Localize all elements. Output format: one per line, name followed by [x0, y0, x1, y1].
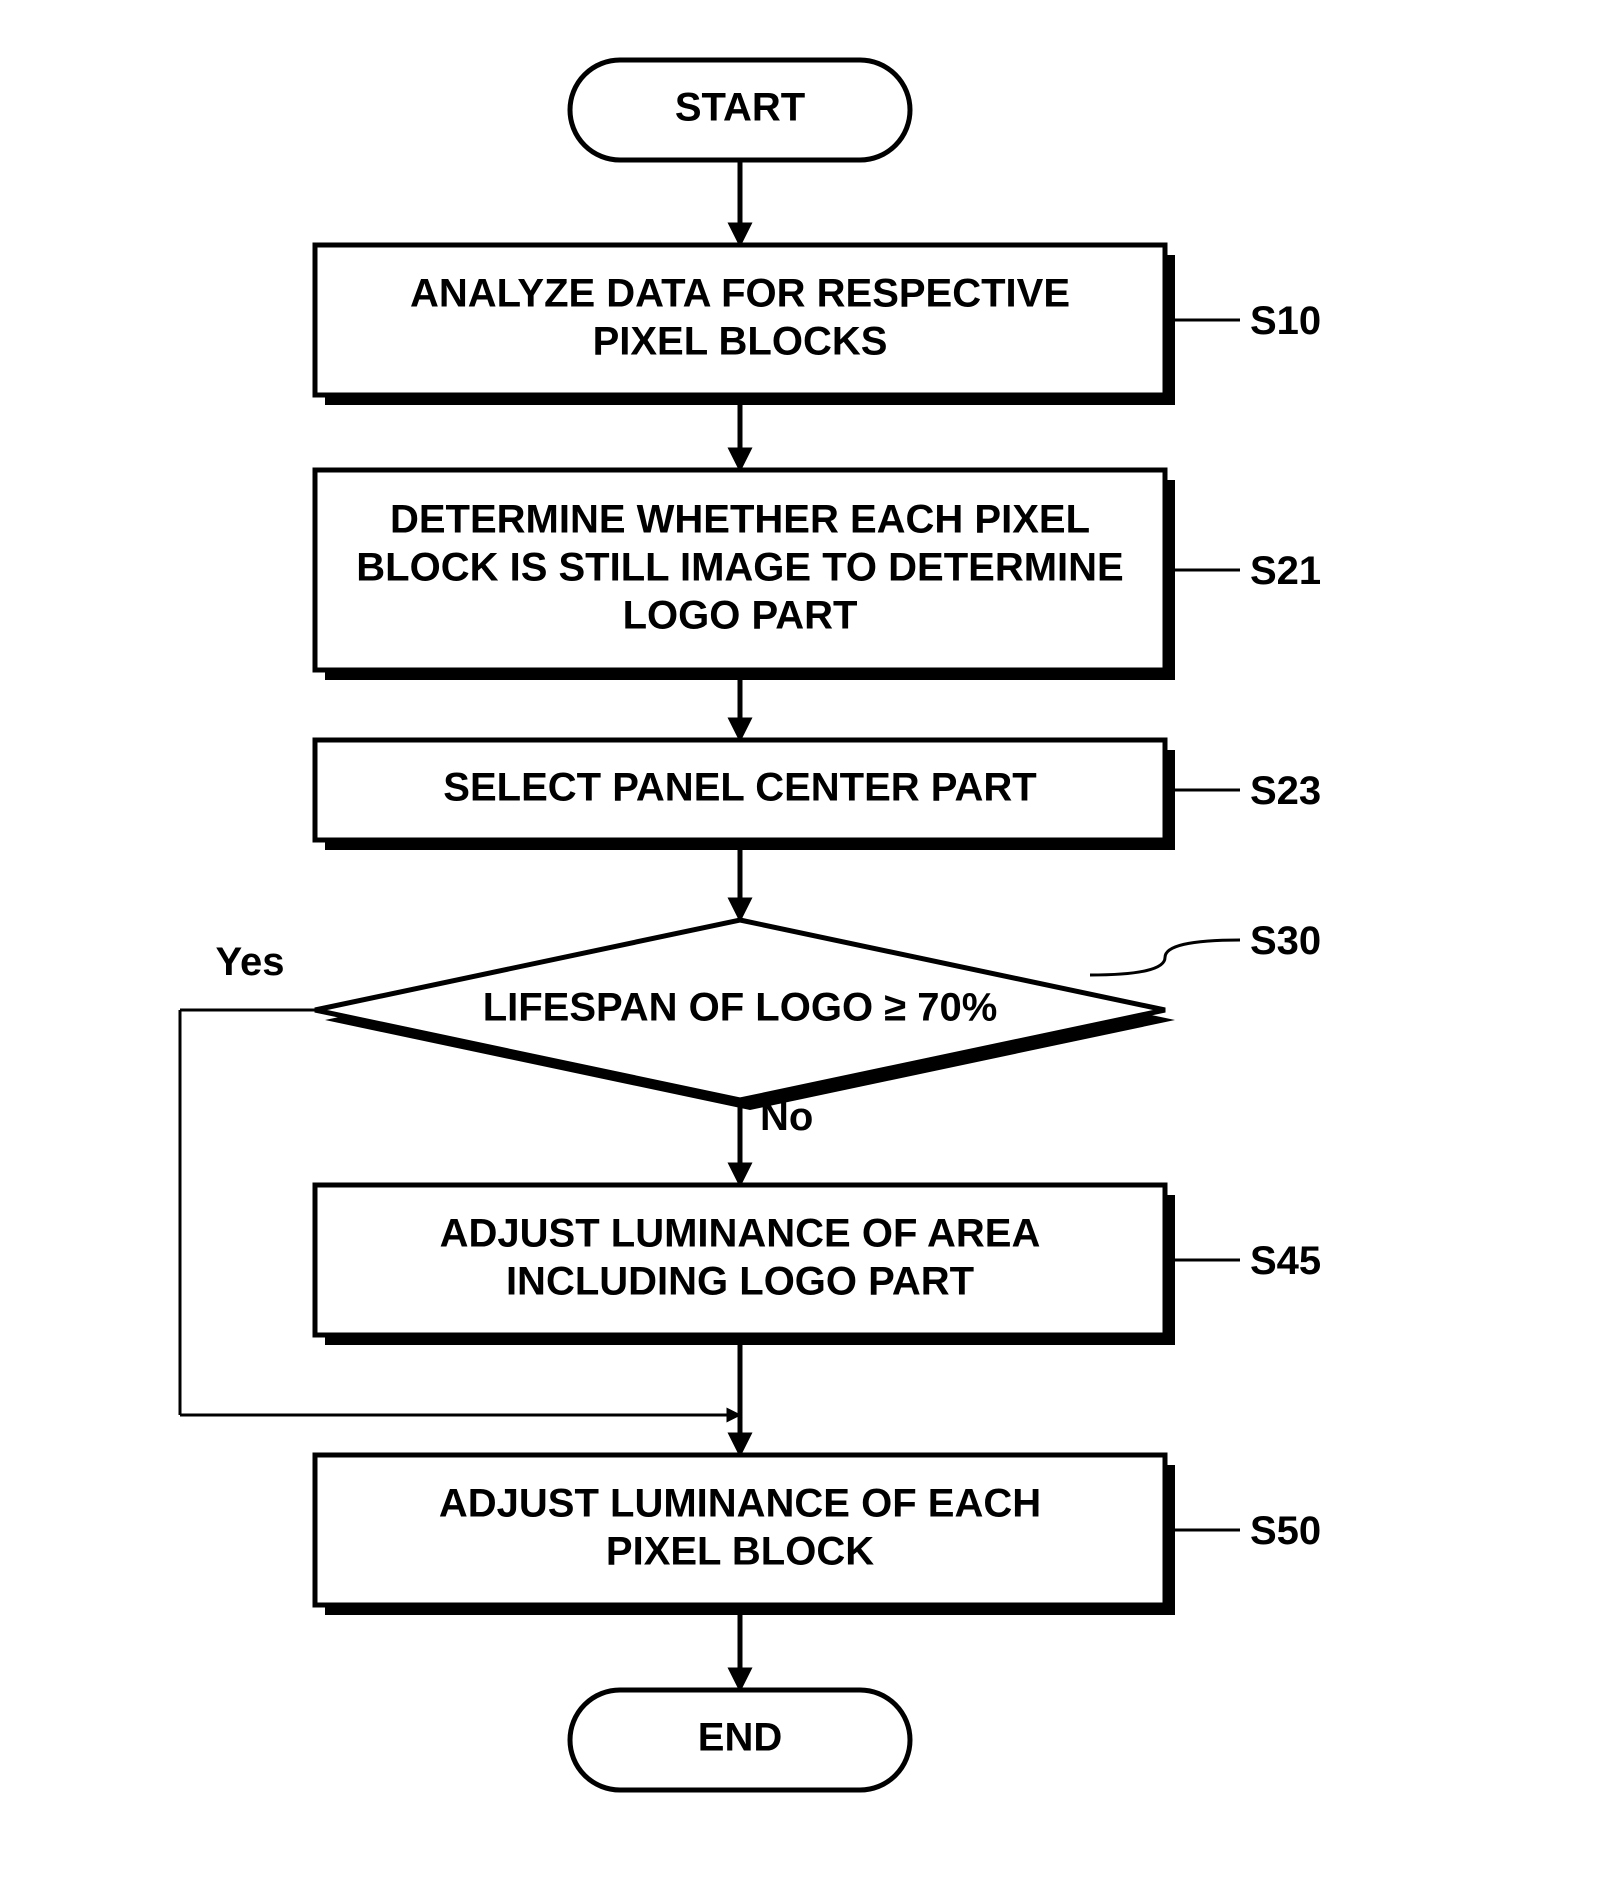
svg-text:START: START — [675, 86, 805, 130]
label-s45: S45 — [1250, 1239, 1321, 1283]
label-s21: S21 — [1250, 549, 1321, 593]
svg-text:PIXEL BLOCKS: PIXEL BLOCKS — [593, 320, 888, 364]
svg-text:SELECT PANEL CENTER PART: SELECT PANEL CENTER PART — [443, 766, 1036, 810]
svg-text:DETERMINE WHETHER EACH PIXEL: DETERMINE WHETHER EACH PIXEL — [390, 498, 1090, 542]
svg-text:INCLUDING LOGO PART: INCLUDING LOGO PART — [506, 1260, 974, 1304]
svg-text:LOGO PART: LOGO PART — [623, 594, 858, 638]
svg-text:END: END — [698, 1716, 782, 1760]
label-s50: S50 — [1250, 1509, 1321, 1553]
svg-text:ANALYZE DATA FOR RESPECTIVE: ANALYZE DATA FOR RESPECTIVE — [410, 272, 1070, 316]
label-s23: S23 — [1250, 769, 1321, 813]
label-s30: S30 — [1250, 919, 1321, 963]
svg-text:PIXEL BLOCK: PIXEL BLOCK — [606, 1530, 874, 1574]
flowchart: STARTANALYZE DATA FOR RESPECTIVEPIXEL BL… — [0, 0, 1619, 1899]
svg-text:ADJUST LUMINANCE OF AREA: ADJUST LUMINANCE OF AREA — [440, 1212, 1041, 1256]
svg-text:LIFESPAN OF LOGO ≥ 70%: LIFESPAN OF LOGO ≥ 70% — [483, 986, 998, 1030]
label-s10: S10 — [1250, 299, 1321, 343]
svg-text:BLOCK IS STILL IMAGE TO DETERM: BLOCK IS STILL IMAGE TO DETERMINE — [356, 546, 1123, 590]
svg-text:ADJUST LUMINANCE OF EACH: ADJUST LUMINANCE OF EACH — [439, 1482, 1041, 1526]
yes-label: Yes — [216, 940, 285, 984]
no-label: No — [760, 1095, 813, 1139]
